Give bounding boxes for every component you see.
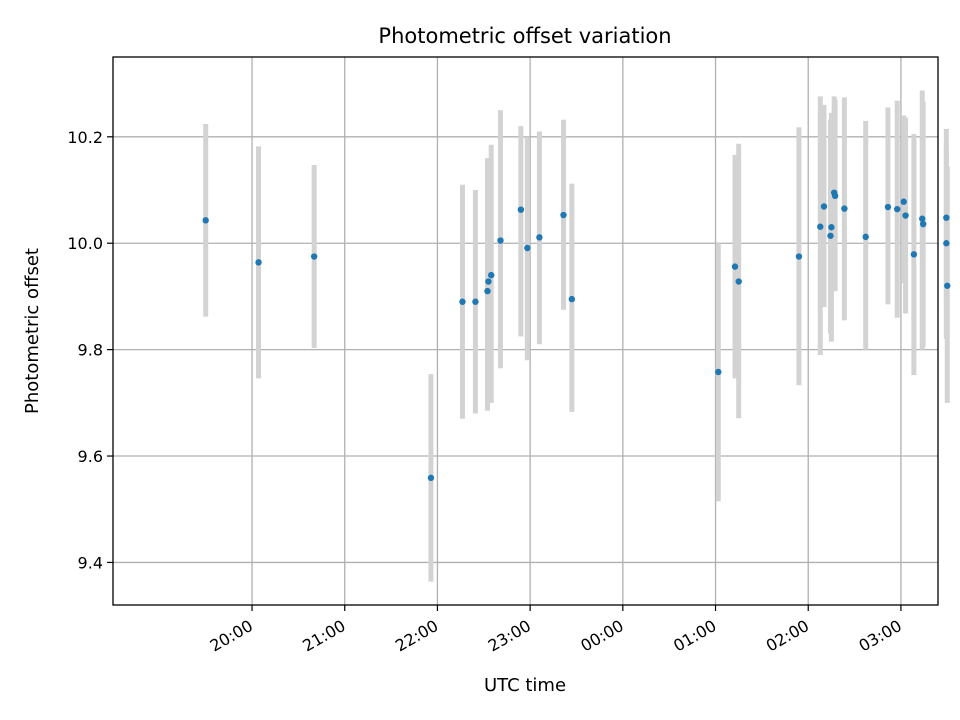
data-point <box>943 240 950 247</box>
data-point <box>484 287 491 295</box>
data-point <box>472 298 479 305</box>
data-point <box>820 203 828 210</box>
chart-title: Photometric offset variation <box>378 24 671 48</box>
data-point <box>944 282 951 289</box>
data-point <box>202 217 209 224</box>
data-point <box>894 205 901 213</box>
data-point <box>427 474 435 482</box>
data-point <box>310 253 318 260</box>
data-point <box>560 211 567 219</box>
data-point <box>902 212 909 219</box>
data-point <box>536 234 543 241</box>
y-tick-label: 10.0 <box>67 234 103 253</box>
data-point <box>900 198 907 205</box>
data-point <box>862 233 869 241</box>
data-point <box>827 232 834 239</box>
data-point <box>943 214 950 221</box>
data-point <box>841 205 848 212</box>
y-tick-label: 10.2 <box>67 128 103 147</box>
data-point <box>715 368 722 376</box>
x-axis-label: UTC time <box>484 675 566 696</box>
plot-frame <box>112 56 939 606</box>
data-point <box>485 278 492 285</box>
data-point <box>910 251 918 258</box>
data-point <box>919 220 927 228</box>
data-point <box>817 223 824 230</box>
data-point <box>497 237 504 244</box>
data-points <box>202 189 951 482</box>
y-tick-label: 9.8 <box>78 341 103 360</box>
data-point <box>517 206 525 213</box>
data-point <box>795 253 803 260</box>
data-point <box>919 215 926 222</box>
data-point <box>459 298 466 305</box>
data-point <box>731 263 739 270</box>
data-point <box>488 271 495 279</box>
data-point <box>828 224 835 231</box>
data-point <box>568 295 576 303</box>
y-tick-label: 9.4 <box>78 553 103 572</box>
data-point <box>524 244 531 252</box>
y-tick-label: 9.6 <box>78 447 103 466</box>
y-axis-ticks: 9.4 9.6 9.8 10.0 10.2 <box>67 128 113 572</box>
data-point <box>884 203 892 211</box>
y-axis-label: Photometric offset <box>22 248 43 414</box>
data-point <box>831 192 839 200</box>
data-point <box>255 259 262 266</box>
data-point <box>735 278 742 285</box>
